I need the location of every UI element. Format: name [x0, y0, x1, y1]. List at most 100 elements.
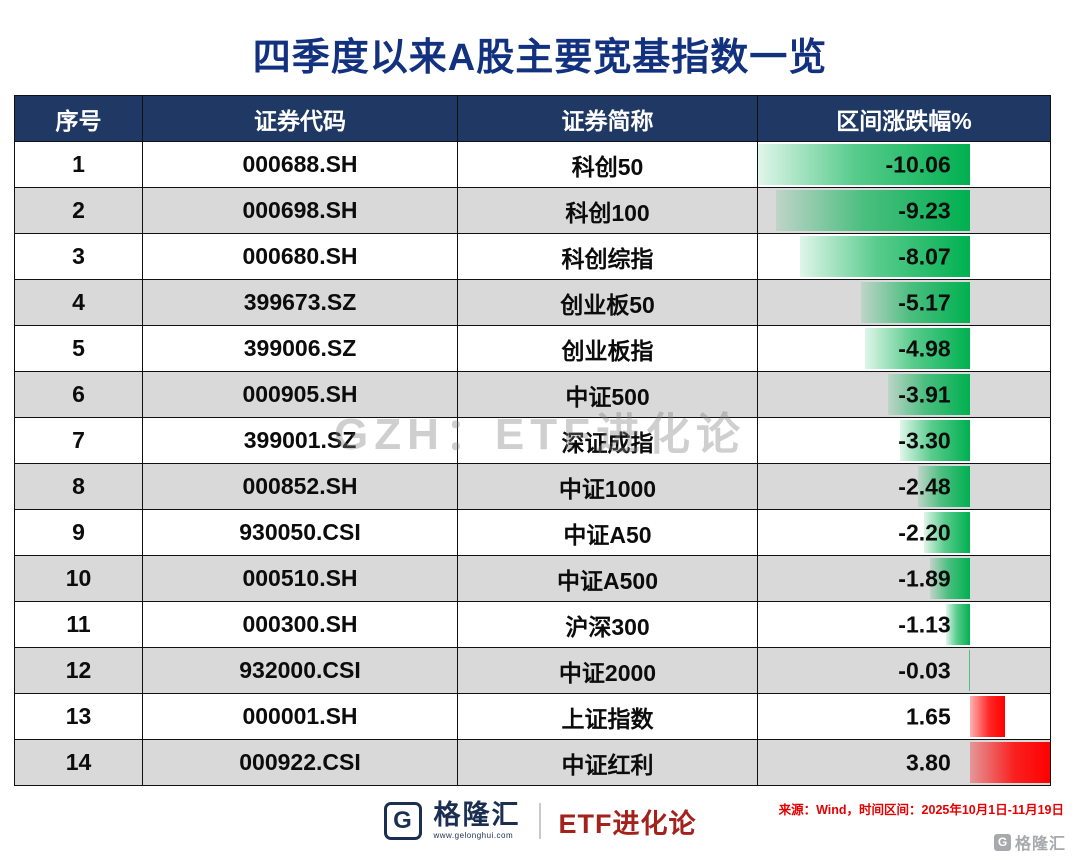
row-index-cell: 1: [14, 141, 143, 188]
gelonghui-logo-name: 格隆汇: [433, 800, 521, 830]
change-cell: -4.98: [757, 325, 1051, 372]
security-name-cell: 深证成指: [457, 417, 758, 464]
table-row: 14 000922.CSI 中证红利 3.80: [14, 739, 1051, 786]
table-row: 12 932000.CSI 中证2000 -0.03: [14, 647, 1051, 694]
security-name-cell: 中证500: [457, 371, 758, 418]
security-name-cell: 上证指数: [457, 693, 758, 740]
security-name-cell: 创业板50: [457, 279, 758, 326]
security-name-cell: 科创100: [457, 187, 758, 234]
table-row: 7 399001.SZ 深证成指 -3.30: [14, 417, 1051, 464]
change-databar: [969, 650, 970, 691]
table-header-row: 序号 证券代码 证券简称 区间涨跌幅%: [14, 95, 1051, 142]
row-index-cell: 10: [14, 555, 143, 602]
change-databar: [887, 374, 970, 415]
corner-logo-icon: G: [993, 833, 1011, 851]
col-header-name: 证券简称: [457, 95, 758, 142]
table-row: 4 399673.SZ 创业板50 -5.17: [14, 279, 1051, 326]
table-row: 11 000300.SH 沪深300 -1.13: [14, 601, 1051, 648]
gelonghui-logo-icon: G: [383, 802, 422, 840]
security-name-cell: 中证1000: [457, 463, 758, 510]
table-row: 5 399006.SZ 创业板指 -4.98: [14, 325, 1051, 372]
table-row: 3 000680.SH 科创综指 -8.07: [14, 233, 1051, 280]
change-value: -5.17: [898, 289, 951, 315]
col-header-code: 证券代码: [142, 95, 458, 142]
change-value: -1.13: [898, 611, 951, 637]
change-cell: -1.89: [757, 555, 1051, 602]
change-cell: -1.13: [757, 601, 1051, 648]
change-databar: [900, 420, 970, 461]
security-code-cell: 000688.SH: [142, 141, 458, 188]
change-value: -2.48: [898, 473, 951, 499]
security-code-cell: 000001.SH: [142, 693, 458, 740]
security-code-cell: 399006.SZ: [142, 325, 458, 372]
table-row: 8 000852.SH 中证1000 -2.48: [14, 463, 1051, 510]
security-name-cell: 科创综指: [457, 233, 758, 280]
change-databar: [917, 466, 970, 507]
security-code-cell: 932000.CSI: [142, 647, 458, 694]
row-index-cell: 5: [14, 325, 143, 372]
security-code-cell: 000300.SH: [142, 601, 458, 648]
data-source-note: 来源：Wind，时间区间：2025年10月1日-11月19日: [778, 803, 1064, 817]
change-value: -2.20: [898, 519, 951, 545]
change-value: -10.06: [885, 151, 951, 177]
change-value: -3.91: [898, 381, 951, 407]
gelonghui-logo-url: www.gelonghui.com: [433, 831, 514, 840]
security-code-cell: 930050.CSI: [142, 509, 458, 556]
security-name-cell: 沪深300: [457, 601, 758, 648]
security-name-cell: 中证红利: [457, 739, 758, 786]
change-value: -0.03: [898, 657, 951, 683]
change-databar: [799, 236, 970, 277]
security-code-cell: 000698.SH: [142, 187, 458, 234]
change-cell: -2.20: [757, 509, 1051, 556]
security-code-cell: 399001.SZ: [142, 417, 458, 464]
change-cell: -2.48: [757, 463, 1051, 510]
row-index-cell: 12: [14, 647, 143, 694]
change-cell: -3.30: [757, 417, 1051, 464]
corner-watermark-logo: G 格隆汇: [993, 830, 1066, 854]
table-row: 2 000698.SH 科创100 -9.23: [14, 187, 1051, 234]
change-databar: [775, 190, 970, 231]
security-code-cell: 000852.SH: [142, 463, 458, 510]
footer-divider: [538, 803, 541, 839]
index-table: 序号 证券代码 证券简称 区间涨跌幅% 1 000688.SH 科创50 -10…: [14, 95, 1051, 786]
row-index-cell: 2: [14, 187, 143, 234]
change-value: -3.30: [898, 427, 951, 453]
row-index-cell: 6: [14, 371, 143, 418]
footer: G 格隆汇 www.gelonghui.com ETF进化论: [0, 792, 1080, 850]
security-name-cell: 中证A500: [457, 555, 758, 602]
change-cell: 1.65: [757, 693, 1051, 740]
change-value: -9.23: [898, 197, 951, 223]
page-title: 四季度以来A股主要宽基指数一览: [252, 37, 828, 79]
change-cell: -9.23: [757, 187, 1051, 234]
index-table-wrap: 序号 证券代码 证券简称 区间涨跌幅% 1 000688.SH 科创50 -10…: [14, 95, 1051, 786]
col-header-change: 区间涨跌幅%: [757, 95, 1051, 142]
table-row: 1 000688.SH 科创50 -10.06: [14, 141, 1051, 188]
change-databar: [969, 696, 1005, 737]
security-code-cell: 000905.SH: [142, 371, 458, 418]
security-name-cell: 创业板指: [457, 325, 758, 372]
row-index-cell: 3: [14, 233, 143, 280]
col-header-no: 序号: [14, 95, 143, 142]
change-cell: 3.80: [757, 739, 1051, 786]
change-cell: -5.17: [757, 279, 1051, 326]
table-body: 1 000688.SH 科创50 -10.06 2 000698.SH 科创10…: [14, 141, 1051, 786]
change-value: 3.80: [905, 749, 951, 775]
security-name-cell: 科创50: [457, 141, 758, 188]
row-index-cell: 4: [14, 279, 143, 326]
table-row: 13 000001.SH 上证指数 1.65: [14, 693, 1051, 740]
change-value: -8.07: [898, 243, 951, 269]
gelonghui-logo-text: 格隆汇 www.gelonghui.com: [434, 802, 521, 840]
change-value: -1.89: [898, 565, 951, 591]
row-index-cell: 11: [14, 601, 143, 648]
change-databar: [861, 282, 970, 323]
change-cell: -3.91: [757, 371, 1051, 418]
corner-logo-name: 格隆汇: [1014, 836, 1066, 853]
footer-brand: ETF进化论: [558, 808, 697, 839]
row-index-cell: 14: [14, 739, 143, 786]
change-cell: -0.03: [757, 647, 1051, 694]
row-index-cell: 8: [14, 463, 143, 510]
table-row: 9 930050.CSI 中证A50 -2.20: [14, 509, 1051, 556]
security-name-cell: 中证2000: [457, 647, 758, 694]
change-databar: [865, 328, 970, 369]
security-code-cell: 000510.SH: [142, 555, 458, 602]
